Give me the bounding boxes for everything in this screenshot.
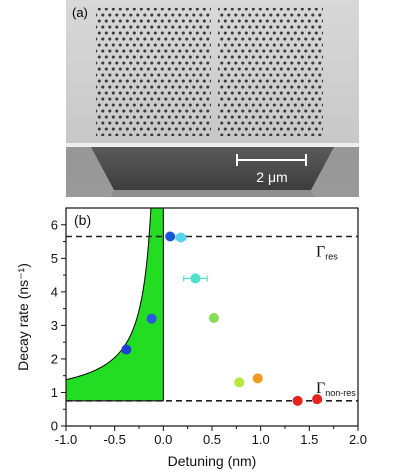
gamma-label-res: Γres — [316, 244, 338, 262]
data-point — [312, 394, 323, 405]
x-tick-label: 0.5 — [203, 432, 221, 447]
scale-bar-label: 2 μm — [256, 169, 287, 185]
y-tick-label: 6 — [51, 217, 58, 232]
panel-a-label: (a) — [72, 5, 88, 20]
data-point — [208, 313, 219, 324]
y-tick-label: 2 — [51, 351, 58, 366]
y-tick-label: 0 — [51, 419, 58, 434]
purcell-fill-region — [65, 207, 164, 402]
data-point — [234, 377, 245, 388]
undercut-trench — [91, 147, 334, 190]
x-tick-label: -0.5 — [103, 432, 125, 447]
x-tick-label: 2.0 — [349, 432, 367, 447]
panel-b-label: (b) — [74, 212, 91, 228]
gamma-label-non-res: Γnon-res — [316, 380, 356, 398]
decay-rate-chart: -1.0 -0.5 0.0 0.5 1.0 1.5 2.0 0 1 2 3 4 5 6 (b) Detu… — [15, 207, 367, 469]
data-point — [146, 313, 157, 324]
y-axis-label: Decay rate (ns⁻¹) — [15, 263, 31, 371]
x-tick-label: 0.0 — [154, 432, 172, 447]
y-tick-label: 5 — [51, 251, 58, 266]
x-axis-label: Detuning (nm) — [168, 453, 257, 469]
data-point — [175, 232, 186, 243]
y-tick-label: 1 — [51, 385, 58, 400]
data-point — [121, 344, 132, 355]
data-point — [190, 273, 201, 284]
sem-drawing: 2 μm (a) — [66, 0, 359, 197]
sem-image: 2 μm (a) — [66, 0, 359, 197]
x-tick-label: 1.0 — [252, 432, 270, 447]
y-tick-label: 4 — [51, 284, 58, 299]
data-point — [292, 395, 303, 406]
data-point — [252, 373, 263, 384]
scale-bar: 2 μm — [236, 154, 307, 185]
data-point — [165, 231, 176, 242]
x-tick-label: 1.5 — [300, 432, 318, 447]
y-tick-label: 3 — [51, 318, 58, 333]
plot-area — [65, 207, 358, 406]
x-tick-label: -1.0 — [55, 432, 77, 447]
